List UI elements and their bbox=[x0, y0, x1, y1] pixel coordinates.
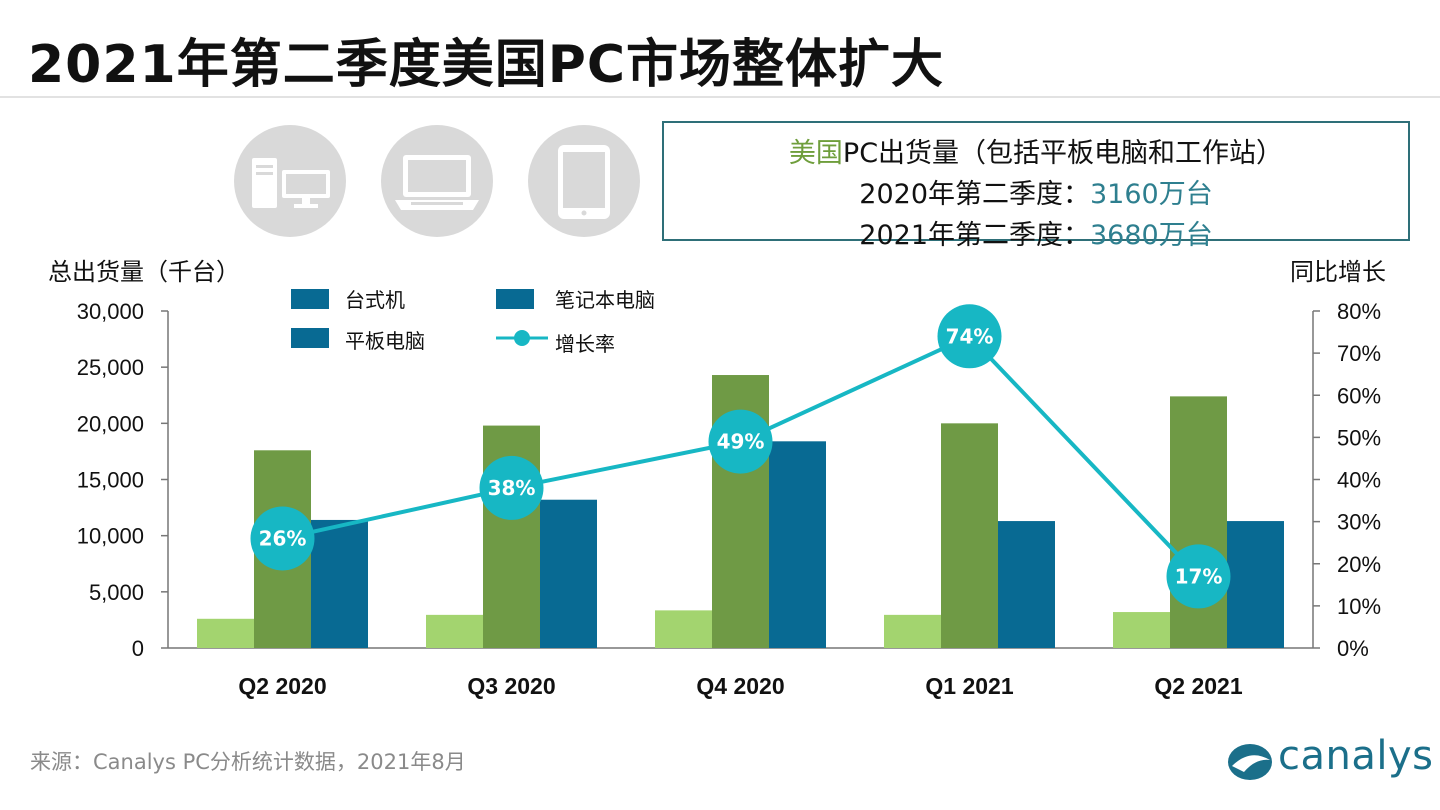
x-tick-label: Q4 2020 bbox=[696, 673, 784, 699]
legend-swatch-growth bbox=[496, 330, 548, 346]
summary-2021-label: 2021年第二季度： bbox=[859, 220, 1090, 251]
x-tick-label: Q1 2021 bbox=[925, 673, 1013, 699]
page-title: 2021年第二季度美国PC市场整体扩大 bbox=[28, 35, 945, 95]
legend-swatch-notebook bbox=[496, 289, 534, 309]
y2-tick-label: 10% bbox=[1337, 594, 1381, 619]
y-tick-label: 0 bbox=[132, 636, 144, 661]
y-axis-title: 总出货量（千台） bbox=[48, 258, 240, 286]
summary-line-3: 2021年第二季度：3680万台 bbox=[664, 213, 1408, 252]
y2-tick-label: 70% bbox=[1337, 341, 1381, 366]
legend-desktop: 台式机 bbox=[345, 288, 405, 312]
y2-tick-label: 30% bbox=[1337, 510, 1381, 535]
legend-swatch-desktop bbox=[291, 289, 329, 309]
y2-tick-label: 60% bbox=[1337, 383, 1381, 408]
brand-name: canalys bbox=[1278, 733, 1434, 779]
growth-label: 49% bbox=[717, 430, 765, 454]
bar-desktop bbox=[426, 614, 483, 648]
bar-desktop bbox=[884, 614, 941, 648]
y-tick-label: 25,000 bbox=[77, 355, 144, 380]
y-tick-label: 30,000 bbox=[77, 299, 144, 324]
growth-point bbox=[479, 455, 544, 520]
legend-notebook: 笔记本电脑 bbox=[555, 288, 655, 312]
bar-tablet bbox=[540, 499, 597, 648]
x-tick-label: Q2 2021 bbox=[1154, 673, 1242, 699]
y2-axis-title: 同比增长 bbox=[1290, 258, 1386, 286]
summary-line-1: 美国PC出货量（包括平板电脑和工作站） bbox=[664, 131, 1408, 170]
source-note: 来源：Canalys PC分析统计数据，2021年8月 bbox=[30, 750, 466, 774]
y2-tick-label: 40% bbox=[1337, 468, 1381, 493]
summary-box: 美国PC出货量（包括平板电脑和工作站） 2020年第二季度：3160万台 202… bbox=[662, 121, 1410, 251]
growth-point bbox=[1166, 544, 1231, 609]
bar-tablet bbox=[311, 519, 368, 648]
legend-swatch-tablet bbox=[291, 328, 329, 348]
growth-label: 74% bbox=[946, 324, 994, 348]
bar-desktop bbox=[655, 610, 712, 648]
growth-label: 38% bbox=[488, 476, 536, 500]
y-tick-label: 5,000 bbox=[89, 580, 144, 605]
growth-point bbox=[937, 304, 1002, 369]
y-tick-label: 20,000 bbox=[77, 411, 144, 436]
growth-label: 17% bbox=[1175, 564, 1223, 588]
bar-tablet bbox=[769, 441, 826, 648]
y2-tick-label: 0% bbox=[1337, 636, 1369, 661]
y2-tick-label: 50% bbox=[1337, 425, 1381, 450]
bar-notebook bbox=[1170, 396, 1227, 648]
legend-growth: 增长率 bbox=[555, 332, 615, 356]
canalys-logo-icon bbox=[1228, 744, 1272, 780]
legend-tablet: 平板电脑 bbox=[345, 329, 425, 353]
growth-label: 26% bbox=[259, 526, 307, 550]
x-tick-label: Q2 2020 bbox=[238, 673, 326, 699]
growth-point bbox=[250, 506, 315, 571]
x-tick-label: Q3 2020 bbox=[467, 673, 555, 699]
y-tick-label: 10,000 bbox=[77, 524, 144, 549]
bar-desktop bbox=[1113, 612, 1170, 648]
summary-country: 美国 bbox=[788, 138, 843, 169]
laptop-icon bbox=[381, 125, 493, 237]
summary-line-2: 2020年第二季度：3160万台 bbox=[664, 172, 1408, 211]
bar-tablet bbox=[1227, 521, 1284, 648]
desktop-icon bbox=[234, 125, 346, 237]
summary-2020-value: 3160万台 bbox=[1090, 179, 1213, 210]
tablet-icon bbox=[528, 125, 640, 237]
summary-2021-value: 3680万台 bbox=[1090, 220, 1213, 251]
bar-tablet bbox=[998, 521, 1055, 648]
bar-desktop bbox=[197, 618, 254, 648]
title-divider bbox=[0, 96, 1440, 98]
y2-tick-label: 80% bbox=[1337, 299, 1381, 324]
bar-notebook bbox=[941, 423, 998, 648]
summary-2020-label: 2020年第二季度： bbox=[859, 179, 1090, 210]
summary-subject: PC出货量（包括平板电脑和工作站） bbox=[842, 138, 1284, 169]
y-tick-label: 15,000 bbox=[77, 468, 144, 493]
growth-point bbox=[708, 409, 773, 474]
y2-tick-label: 20% bbox=[1337, 552, 1381, 577]
